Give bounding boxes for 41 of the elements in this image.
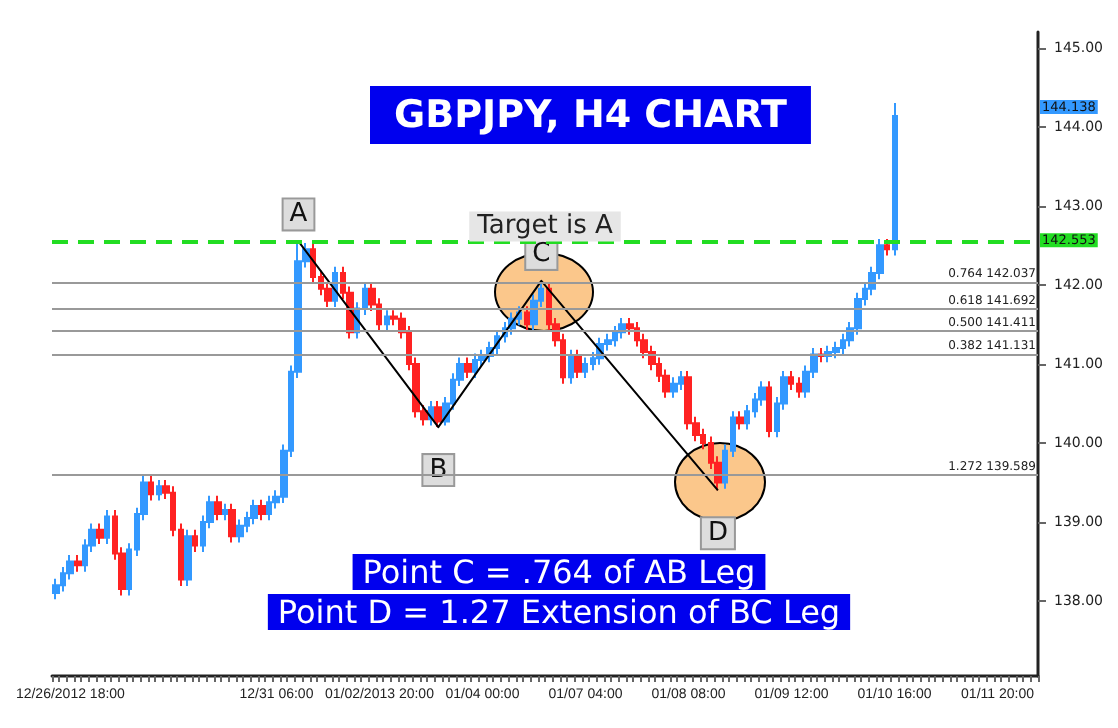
candlestick [892,102,898,257]
candlestick [670,376,678,399]
candlestick [250,498,258,526]
candlestick [832,340,840,360]
candlestick [104,509,110,546]
ref-line-label: Target is A [475,211,613,242]
candlestick [464,356,472,380]
candlestick [266,494,272,522]
candlestick [568,348,574,385]
line-series [297,240,719,492]
candlestick [796,376,802,399]
candlestick [184,528,192,587]
candlestick [434,400,442,429]
candlestick [736,410,744,431]
candlestick [766,380,772,439]
candlestick [788,369,794,391]
candlestick [222,502,228,522]
candlestick [148,475,154,502]
annotation: Point D = 1.27 Extension of BC Leg [277,593,841,631]
candlestick [678,369,684,391]
text: GBPJPY, H4 CHART [394,93,788,137]
candlestick [228,502,236,544]
candlestick [524,305,530,332]
candlestick [612,324,618,348]
data-label: C [532,238,551,269]
data-label: D [707,518,728,549]
candlestick [236,518,244,544]
candlestick [74,554,82,573]
candlestick [384,309,390,332]
candlestick [574,348,582,380]
candlestick [472,352,478,380]
candlestick [156,479,162,502]
candlestick [258,498,266,522]
candlestick [192,528,198,553]
candlestick [884,238,890,257]
data-label: A [289,199,308,230]
annotation: Point C = .764 of AB Leg [362,553,756,591]
candlestick [362,281,368,316]
candlestick [96,522,104,546]
candlestick [582,356,588,380]
candlestick [214,494,222,522]
